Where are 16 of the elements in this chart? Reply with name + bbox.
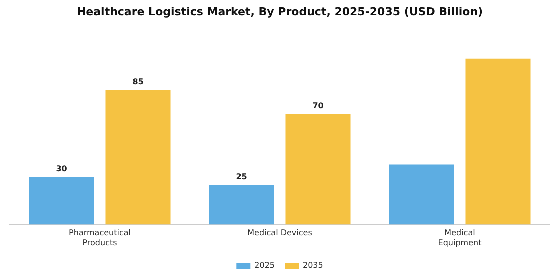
data-label: 85 bbox=[132, 78, 144, 87]
bar bbox=[106, 90, 171, 225]
legend-label: 2035 bbox=[303, 261, 324, 270]
data-label: 25 bbox=[236, 172, 248, 182]
x-tick-label: Medical Equipment bbox=[438, 228, 482, 248]
x-tick-label: Medical Devices bbox=[248, 228, 312, 238]
bar bbox=[29, 177, 94, 225]
legend-label: 2025 bbox=[254, 261, 275, 270]
data-label: 70 bbox=[312, 101, 324, 110]
bar bbox=[466, 58, 531, 225]
data-label: 30 bbox=[56, 164, 68, 174]
bar bbox=[286, 114, 351, 225]
x-tick-label: Pharmaceutical Products bbox=[69, 228, 131, 248]
bar bbox=[209, 185, 274, 225]
bar bbox=[389, 164, 454, 225]
chart-title: Healthcare Logistics Market, By Product, 2025-2035 (USD Billion) bbox=[76, 5, 484, 18]
